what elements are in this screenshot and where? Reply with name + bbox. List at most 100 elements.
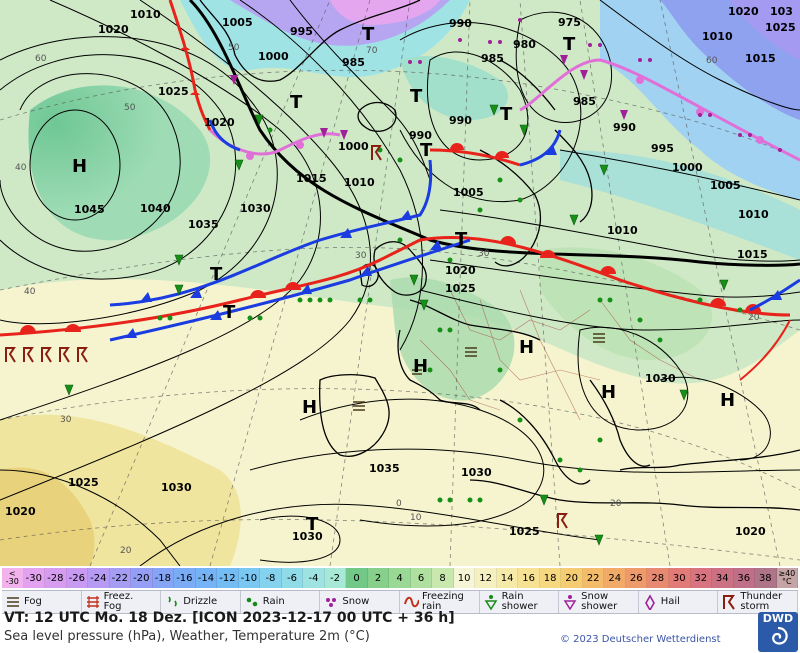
svg-text:1015: 1015 bbox=[737, 248, 768, 261]
scale-cell: -28 bbox=[45, 568, 67, 588]
legend-label: Fog bbox=[24, 596, 42, 607]
legend-item: Hail bbox=[639, 591, 719, 613]
svg-text:1020: 1020 bbox=[445, 264, 476, 277]
legend-label: Drizzle bbox=[183, 596, 218, 607]
snow-icon bbox=[326, 598, 337, 607]
high-france: H bbox=[413, 356, 428, 377]
svg-text:60: 60 bbox=[35, 54, 47, 64]
fog-symbols bbox=[353, 333, 605, 411]
scale-cell: -2 bbox=[324, 568, 347, 588]
svg-text:40: 40 bbox=[24, 287, 36, 297]
borders bbox=[419, 289, 701, 421]
svg-text:1015: 1015 bbox=[296, 172, 327, 185]
scale-cell: 12 bbox=[475, 568, 497, 588]
scale-cell: -24 bbox=[88, 568, 110, 588]
temperature-value-labels: 60 50 40 40 30 20 70 60 50 20 0 10 20 30 30 bbox=[15, 43, 760, 556]
low-norwegian-sea: T bbox=[290, 92, 303, 113]
freezing-fog-icon bbox=[86, 596, 99, 608]
scale-cell: 8 bbox=[432, 568, 454, 588]
svg-text:103: 103 bbox=[770, 5, 793, 18]
scale-cell: 38 bbox=[755, 568, 777, 588]
legend-item: Snow shower bbox=[559, 591, 639, 613]
scale-cell: -12 bbox=[217, 568, 239, 588]
scale-cell: 0 bbox=[346, 568, 368, 588]
svg-text:1020: 1020 bbox=[5, 505, 36, 518]
svg-text:1005: 1005 bbox=[222, 16, 253, 29]
scale-cell: 2 bbox=[367, 568, 390, 588]
scale-cell: ≥40 °C bbox=[776, 568, 799, 588]
low-barents: T bbox=[563, 34, 576, 55]
scale-cell: -8 bbox=[260, 568, 282, 588]
low-greenland: T bbox=[362, 24, 375, 45]
svg-text:30: 30 bbox=[478, 249, 490, 259]
scale-cell: 28 bbox=[647, 568, 669, 588]
fog-symbols-2 bbox=[412, 369, 422, 375]
high-iberia: H bbox=[302, 397, 317, 418]
low-iceland: T bbox=[410, 86, 423, 107]
svg-text:1020: 1020 bbox=[728, 5, 759, 18]
svg-text:1040: 1040 bbox=[140, 202, 171, 215]
temperature-scale: < -30 -30 -28 -26 -24 -22 -20 -18 -16 -14 -12 -10 -8-… bbox=[2, 566, 799, 590]
svg-text:60: 60 bbox=[706, 56, 718, 66]
low-mediterranean: T bbox=[306, 514, 319, 535]
scale-cell: -18 bbox=[152, 568, 175, 588]
svg-text:980: 980 bbox=[513, 38, 536, 51]
scale-cell: -26 bbox=[66, 568, 89, 588]
scale-cell: 34 bbox=[712, 568, 734, 588]
legend-label: Snow shower bbox=[581, 591, 618, 612]
svg-text:1005: 1005 bbox=[710, 179, 741, 192]
svg-text:1030: 1030 bbox=[645, 372, 676, 385]
isobars bbox=[0, 0, 800, 566]
scale-cell: 10 bbox=[453, 568, 476, 588]
svg-text:20: 20 bbox=[610, 499, 622, 509]
legend-label: Rain shower bbox=[501, 591, 538, 612]
scale-cell: -6 bbox=[281, 568, 304, 588]
svg-text:995: 995 bbox=[651, 142, 674, 155]
thunderstorm-symbols bbox=[5, 145, 568, 529]
svg-text:990: 990 bbox=[409, 129, 432, 142]
low-scandinavia: T bbox=[500, 104, 513, 125]
scale-cell: 32 bbox=[690, 568, 713, 588]
svg-text:985: 985 bbox=[481, 52, 504, 65]
svg-text:1030: 1030 bbox=[161, 481, 192, 494]
scale-cell: 20 bbox=[561, 568, 583, 588]
scale-cell: -30 bbox=[23, 568, 46, 588]
legend-item: Fog bbox=[2, 591, 82, 613]
svg-text:1030: 1030 bbox=[240, 202, 271, 215]
svg-text:990: 990 bbox=[613, 121, 636, 134]
svg-text:1010: 1010 bbox=[607, 224, 638, 237]
scale-cell: 26 bbox=[625, 568, 648, 588]
hail-icon bbox=[644, 594, 655, 610]
svg-text:20: 20 bbox=[748, 313, 760, 323]
svg-text:1030: 1030 bbox=[292, 530, 323, 543]
legend-label: Rain bbox=[262, 596, 285, 607]
high-azores: H bbox=[72, 156, 87, 177]
scale-cell: -20 bbox=[131, 568, 153, 588]
legend-label: Snow bbox=[342, 596, 370, 607]
svg-text:1035: 1035 bbox=[369, 462, 400, 475]
scale-cell: 14 bbox=[496, 568, 519, 588]
freezing-rain-icon bbox=[403, 596, 419, 608]
rain-icon bbox=[246, 597, 258, 607]
svg-text:1020: 1020 bbox=[98, 23, 129, 36]
dwd-logo-text: DWD bbox=[762, 612, 794, 625]
scale-cell: 22 bbox=[582, 568, 605, 588]
scale-cell: -22 bbox=[109, 568, 132, 588]
svg-text:1020: 1020 bbox=[735, 525, 766, 538]
legend-label: Thunder storm bbox=[740, 591, 783, 612]
legend-item: Freezing rain bbox=[400, 591, 480, 613]
svg-text:1010: 1010 bbox=[702, 30, 733, 43]
rain-shower-icon bbox=[484, 595, 497, 610]
legend-label: Freez. Fog bbox=[103, 591, 134, 612]
legend-item: Rain bbox=[241, 591, 321, 613]
weather-map: H H H H H H T T T T T T T T T T 10101020… bbox=[0, 0, 800, 566]
scale-cell: 6 bbox=[410, 568, 433, 588]
svg-text:70: 70 bbox=[366, 46, 378, 56]
svg-text:20: 20 bbox=[120, 546, 132, 556]
svg-text:985: 985 bbox=[573, 95, 596, 108]
svg-text:975: 975 bbox=[558, 16, 581, 29]
legend-item: Snow bbox=[320, 591, 400, 613]
scale-cell: 16 bbox=[518, 568, 540, 588]
legend-item: Thunder storm bbox=[718, 591, 798, 613]
